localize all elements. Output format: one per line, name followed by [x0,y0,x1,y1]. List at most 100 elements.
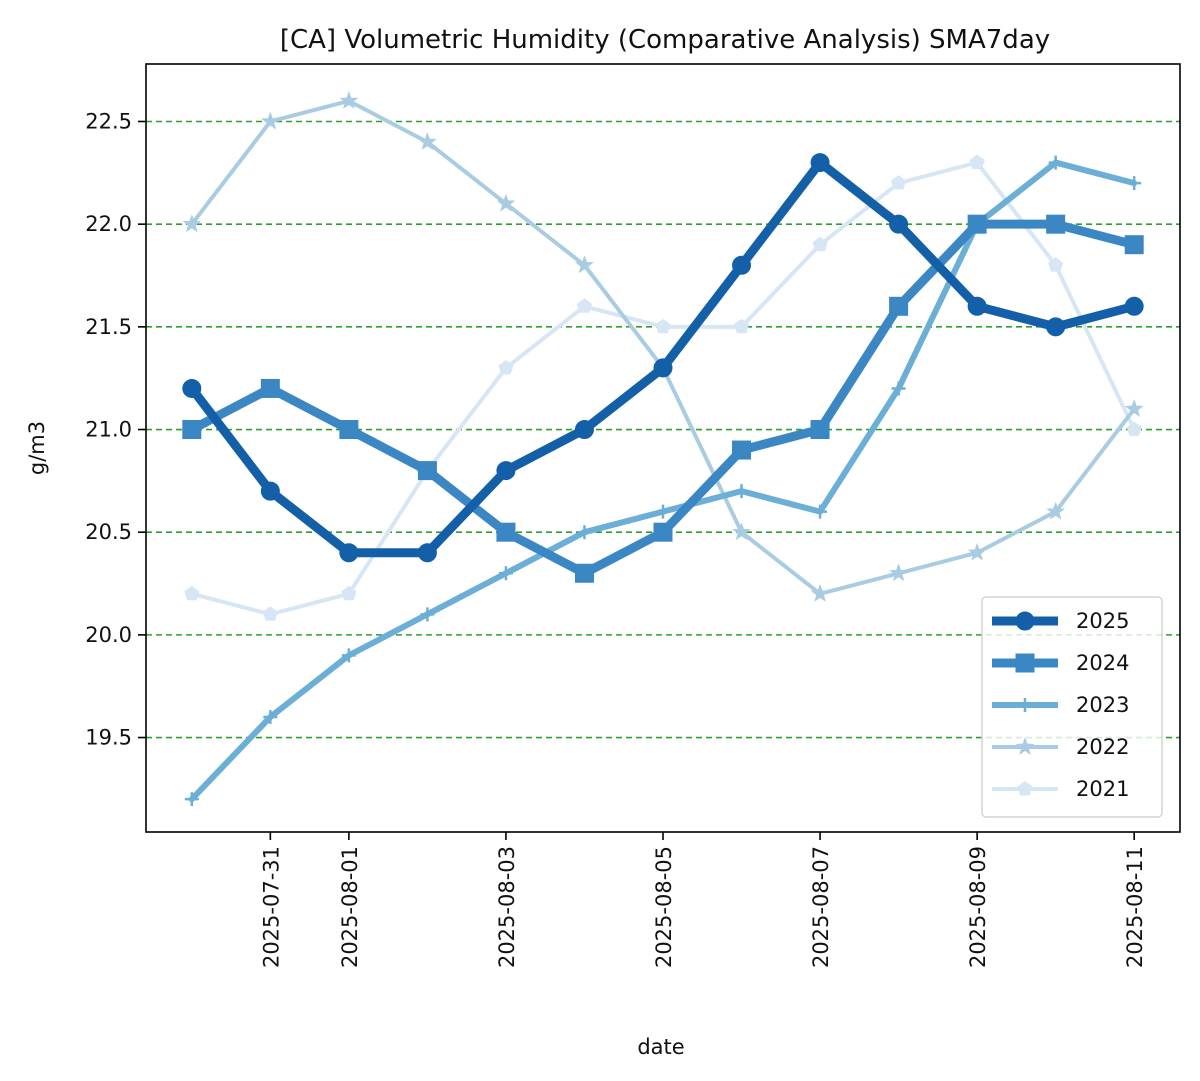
x-axis-label: date [637,1035,684,1059]
legend-item-2021: 2021 [992,777,1129,801]
legend-label: 2024 [1076,651,1129,675]
data-point-2021 [262,606,278,621]
data-point-2023 [891,381,906,396]
x-tick-label: 2025-08-05 [652,846,676,968]
data-point-2024 [260,378,280,398]
legend-marker [1015,611,1035,631]
data-point-2022 [889,563,908,582]
legend-item-2024: 2024 [992,651,1129,675]
y-tick-label: 22.5 [85,109,132,133]
data-point-2021 [1126,421,1142,436]
y-axis: 19.5 20.0 20.5 21.0 21.5 22.0 22.5 [85,109,146,750]
data-point-2021 [498,359,514,375]
data-point-2024 [889,296,909,316]
legend-item-2025: 2025 [992,609,1129,633]
data-point-2022 [260,111,280,130]
legend-marker [1015,653,1035,673]
data-point-2021 [812,236,828,252]
y-tick-label: 22.0 [85,212,132,236]
data-point-2023 [420,607,435,622]
data-point-2021 [891,175,907,190]
y-tick-label: 20.0 [85,623,132,647]
data-point-2021 [655,318,671,334]
y-tick-label: 20.5 [85,520,132,544]
data-point-2025 [574,420,594,440]
y-axis-label: g/m3 [25,421,49,475]
data-point-2021 [1048,257,1064,272]
series-line-2022 [189,98,1137,596]
data-point-2025 [339,543,359,563]
x-tick-label: 2025-08-03 [495,846,519,968]
legend-label: 2025 [1076,609,1129,633]
data-point-2024 [967,214,987,234]
data-point-2023 [1127,176,1142,191]
data-point-2024 [496,522,516,542]
data-point-2024 [1124,235,1144,255]
data-point-2024 [574,563,594,583]
data-point-2024 [810,420,830,440]
data-point-2022 [339,91,359,109]
legend-box [981,596,1163,818]
legend-label: 2023 [1076,693,1129,717]
legend-item-2023: 2023 [992,693,1129,717]
data-point-2021 [184,585,200,601]
y-tick-label: 21.0 [85,418,132,442]
data-point-2023 [1048,155,1063,170]
data-point-2022 [418,132,437,150]
legend-label: 2021 [1076,777,1129,801]
legend-marker [1015,737,1035,755]
data-point-2025 [810,153,830,173]
data-point-2021 [341,585,357,601]
x-tick-label: 2025-08-01 [338,846,362,968]
data-point-2023 [734,484,749,499]
data-point-2024 [1046,214,1066,234]
data-point-2025 [1124,296,1144,316]
y-tick-label: 21.5 [85,315,132,339]
legend-marker [1017,781,1033,796]
legend-items: 2025 2024 2023 2022 2021 [992,609,1129,801]
legend-item-2022: 2022 [992,735,1129,759]
x-tick-label: 2025-07-31 [259,846,283,968]
legend-label: 2022 [1076,735,1129,759]
data-point-2023 [263,710,278,725]
data-point-2025 [417,543,437,563]
data-point-2023 [341,648,356,663]
data-point-2024 [417,461,437,481]
data-point-2025 [653,358,673,378]
data-point-2024 [732,440,752,460]
data-point-2025 [182,378,202,398]
x-tick-label: 2025-08-07 [809,846,833,968]
x-axis: 2025-07-31 2025-08-01 2025-08-03 2025-08-05… [259,832,1147,968]
data-point-2025 [732,255,752,275]
data-point-2025 [967,296,987,316]
data-point-2021 [969,154,985,170]
data-point-2024 [182,420,202,440]
x-tick-label: 2025-08-11 [1123,846,1147,968]
data-point-2024 [653,522,673,542]
legend-marker [1018,698,1032,712]
series-line-2024 [187,219,1139,578]
data-point-2025 [1046,317,1066,337]
data-point-2022 [496,193,516,212]
chart-title: [CA] Volumetric Humidity (Comparative An… [280,25,1050,55]
data-point-2024 [339,420,359,440]
data-point-2021 [733,318,750,334]
data-point-2025 [496,461,516,481]
data-point-2022 [182,214,202,233]
data-point-2022 [1124,399,1144,417]
data-point-2023 [184,792,199,807]
data-point-2025 [260,481,280,501]
data-point-2023 [577,525,592,540]
x-tick-label: 2025-08-09 [966,846,990,968]
series-lines [182,91,1144,807]
series-2024 [182,214,1144,583]
data-point-2025 [889,214,909,234]
data-point-2023 [656,504,670,519]
y-tick-label: 19.5 [85,726,132,750]
data-point-2023 [813,504,828,519]
data-point-2021 [576,298,593,313]
legend: 2025 2024 2023 2022 2021 [981,596,1163,818]
data-point-2023 [498,566,513,581]
